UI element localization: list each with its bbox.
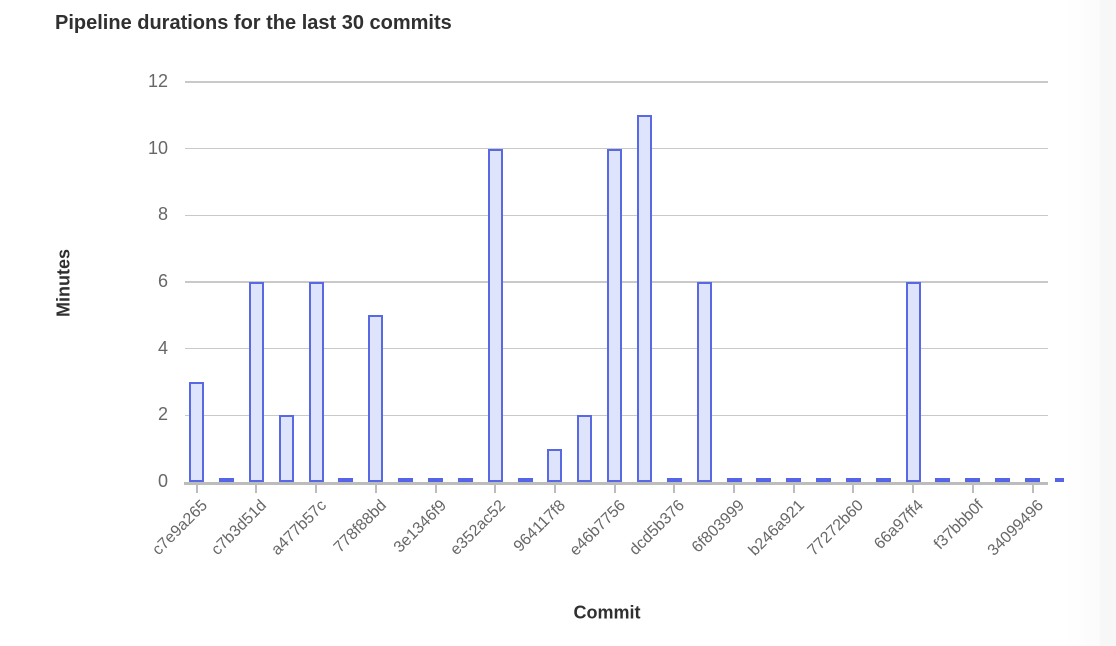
bar[interactable] — [995, 478, 1011, 482]
x-tick-label: 34099496 — [984, 497, 1047, 560]
x-tick-label: 77272b60 — [805, 497, 868, 560]
y-axis-title: Minutes — [53, 248, 74, 318]
page-edge-band — [1100, 0, 1116, 646]
bar[interactable] — [726, 478, 742, 482]
x-tick-label: 778f88bd — [330, 497, 390, 557]
x-tick-mark — [912, 484, 915, 493]
x-axis-line — [184, 482, 1048, 485]
x-tick-mark — [1031, 484, 1034, 493]
bar[interactable] — [666, 478, 682, 482]
y-tick-label: 0 — [157, 471, 168, 491]
bar[interactable] — [816, 478, 832, 482]
bar[interactable] — [875, 478, 891, 482]
bar[interactable] — [1025, 478, 1040, 482]
bar[interactable] — [607, 148, 623, 482]
bar[interactable] — [905, 282, 921, 482]
x-tick-label: e46b7756 — [566, 497, 629, 560]
bar[interactable] — [636, 115, 652, 482]
bar[interactable] — [786, 478, 802, 482]
page-edge-band — [1064, 0, 1100, 646]
x-tick-label: a477b57c — [268, 497, 331, 559]
bar[interactable] — [368, 315, 384, 482]
y-tick-label: 12 — [147, 71, 168, 91]
gridline — [185, 81, 1048, 83]
x-tick-label: 66a97ff4 — [871, 497, 928, 553]
x-tick-mark — [971, 484, 974, 493]
x-tick-mark — [553, 484, 556, 493]
x-tick-mark — [434, 484, 437, 493]
y-tick-label: 6 — [157, 271, 168, 291]
chart-title: Pipeline durations for the last 30 commi… — [55, 12, 452, 34]
bar[interactable] — [457, 478, 473, 482]
bar[interactable] — [1054, 478, 1070, 482]
x-tick-mark — [613, 484, 616, 493]
bar[interactable] — [696, 282, 712, 482]
x-tick-mark — [494, 484, 497, 493]
x-tick-label: 964117f8 — [510, 497, 569, 556]
bar[interactable] — [189, 382, 205, 482]
x-tick-mark — [733, 484, 735, 493]
bar[interactable] — [965, 478, 981, 482]
x-tick-label: c7b3d51d — [208, 497, 271, 559]
bar[interactable] — [219, 478, 235, 482]
x-tick-mark — [852, 484, 855, 493]
bar[interactable] — [338, 478, 354, 482]
x-axis-title: Commit — [573, 602, 641, 623]
bar[interactable] — [308, 282, 324, 482]
bar[interactable] — [577, 415, 593, 482]
x-tick-label: c7e9a265 — [148, 497, 211, 559]
x-tick-label: f37bbb0f — [930, 497, 987, 554]
bar[interactable] — [756, 478, 772, 482]
y-tick-label: 4 — [157, 337, 168, 358]
bar[interactable] — [428, 478, 443, 482]
bar[interactable] — [517, 478, 533, 482]
x-tick-label: 3e1346f9 — [390, 497, 450, 557]
y-tick-label: 10 — [147, 137, 168, 158]
x-tick-mark — [792, 484, 795, 493]
bar[interactable] — [248, 282, 264, 482]
bar[interactable] — [398, 478, 414, 482]
bar[interactable] — [278, 415, 294, 482]
x-tick-label: e352ac52 — [447, 497, 510, 559]
x-tick-label: 6f803999 — [688, 497, 749, 557]
x-tick-label: b246a921 — [745, 497, 808, 560]
y-tick-label: 8 — [157, 204, 168, 225]
bar[interactable] — [935, 478, 951, 482]
bar[interactable] — [487, 148, 503, 482]
y-tick-label: 2 — [157, 404, 168, 425]
bar[interactable] — [547, 448, 563, 482]
bar[interactable] — [845, 478, 861, 482]
x-tick-mark — [315, 484, 318, 493]
x-tick-mark — [255, 484, 258, 493]
x-tick-mark — [195, 484, 198, 493]
x-tick-label: dcd5b376 — [626, 497, 689, 559]
x-tick-mark — [673, 484, 676, 493]
x-tick-mark — [374, 484, 377, 493]
